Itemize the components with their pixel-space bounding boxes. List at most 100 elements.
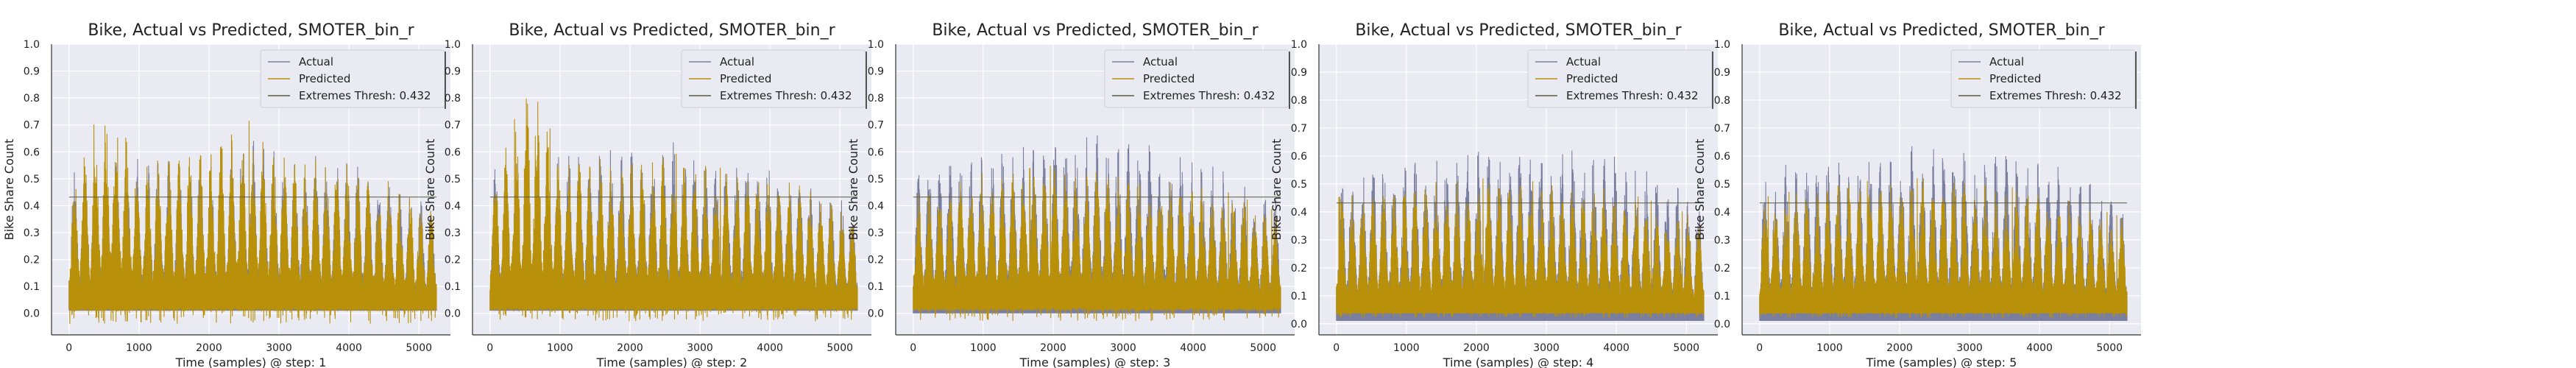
- x-axis-label: Time (samples) @ step: 3: [1019, 355, 1171, 368]
- y-tick-label: 0.8: [1291, 95, 1307, 107]
- legend-entry: Actual: [299, 55, 333, 68]
- x-tick-label: 4000: [757, 342, 783, 354]
- series-predicted-line: [1336, 178, 1705, 319]
- legend-entry: Extremes Thresh: 0.432: [720, 89, 852, 102]
- y-tick-label: 0.8: [24, 93, 40, 105]
- y-tick-label: 0.3: [1714, 235, 1730, 247]
- chart-title: Bike, Actual vs Predicted, SMOTER_bin_r: [1778, 21, 2105, 40]
- legend-entry: Actual: [720, 55, 754, 68]
- x-tick-label: 3000: [1533, 342, 1560, 354]
- y-tick-label: 0.9: [445, 66, 461, 78]
- x-tick-label: 2000: [617, 342, 643, 354]
- chart-panel: 0 1000 2000 3000 4000 5000 0.0 0.1 0.2 0.3 0.4 0.5 0…: [1267, 0, 1738, 368]
- legend-entry: Actual: [1566, 55, 1601, 68]
- y-tick-label: 0.5: [868, 174, 884, 185]
- y-tick-label: 0.9: [1291, 67, 1307, 79]
- chart-title: Bike, Actual vs Predicted, SMOTER_bin_r: [1355, 21, 1682, 40]
- x-tick-label: 5000: [1250, 342, 1276, 354]
- x-tick-label: 0: [66, 342, 72, 354]
- y-tick-label: 0.2: [1714, 263, 1730, 275]
- x-tick-label: 5000: [827, 342, 853, 354]
- x-axis-label: Time (samples) @ step: 2: [596, 355, 748, 368]
- legend-shadow: [866, 52, 867, 109]
- x-axis-label: Time (samples) @ step: 5: [1866, 355, 2017, 368]
- x-tick-label: 2000: [1040, 342, 1066, 354]
- y-tick-label: 0.4: [868, 200, 884, 212]
- chart-svg: 0 1000 2000 3000 4000 5000 0.0 0.1 0.2 0.3 0.4 0.5 0…: [846, 21, 1295, 368]
- data-layer: [68, 121, 437, 325]
- legend-entry: Extremes Thresh: 0.432: [1566, 89, 1699, 102]
- legend: Actual Predicted Extremes Thresh: 0.432: [1950, 49, 2137, 109]
- legend-entry: Extremes Thresh: 0.432: [1989, 89, 2122, 102]
- y-tick-label: 0.9: [24, 66, 40, 78]
- chart-svg: 0 1000 2000 3000 4000 5000 0.0 0.1 0.2 0.3 0.4 0.5 0…: [423, 21, 871, 368]
- y-tick-label: 0.9: [868, 66, 884, 78]
- y-tick-label: 0.7: [1291, 123, 1307, 135]
- y-tick-label: 0.4: [24, 200, 40, 212]
- legend: Actual Predicted Extremes Thresh: 0.432: [260, 49, 446, 109]
- chart-svg: 0 1000 2000 3000 4000 5000 0.0 0.1 0.2 0.3 0.4 0.5 0…: [1270, 21, 1718, 368]
- chart-svg: 0 1000 2000 3000 4000 5000 0.0 0.1 0.2 0.3 0.4 0.5 0…: [1693, 21, 2141, 368]
- x-tick-label: 2000: [1886, 342, 1913, 354]
- chart-title: Bike, Actual vs Predicted, SMOTER_bin_r: [88, 21, 414, 40]
- y-tick-label: 0.2: [445, 255, 461, 266]
- y-tick-label: 0.3: [24, 227, 40, 239]
- y-tick-label: 0.0: [1714, 319, 1730, 330]
- legend-entry: Predicted: [1566, 72, 1618, 85]
- y-tick-label: 0.3: [445, 227, 461, 239]
- y-tick-label: 0.5: [1714, 179, 1730, 191]
- y-tick-label: 1.0: [1291, 39, 1307, 51]
- y-tick-label: 0.8: [445, 93, 461, 105]
- data-layer: [913, 135, 1281, 322]
- x-tick-label: 3000: [1110, 342, 1136, 354]
- y-tick-label: 0.0: [445, 308, 461, 320]
- x-tick-label: 0: [486, 342, 493, 354]
- legend-shadow: [1289, 52, 1290, 109]
- x-tick-label: 4000: [1603, 342, 1630, 354]
- y-tick-label: 0.1: [445, 281, 461, 293]
- x-tick-label: 0: [910, 342, 916, 354]
- x-tick-label: 1000: [970, 342, 997, 354]
- legend-entry: Extremes Thresh: 0.432: [299, 89, 431, 102]
- x-tick-label: 4000: [1180, 342, 1206, 354]
- x-tick-label: 1000: [126, 342, 152, 354]
- legend-shadow: [2135, 52, 2137, 109]
- x-tick-label: 1000: [547, 342, 573, 354]
- x-tick-label: 4000: [336, 342, 362, 354]
- chart-title: Bike, Actual vs Predicted, SMOTER_bin_r: [509, 21, 835, 40]
- y-tick-label: 0.5: [1291, 179, 1307, 191]
- legend: Actual Predicted Extremes Thresh: 0.432: [1527, 49, 1713, 109]
- y-tick-label: 0.6: [24, 146, 40, 158]
- x-axis-label: Time (samples) @ step: 1: [175, 355, 327, 368]
- legend: Actual Predicted Extremes Thresh: 0.432: [681, 49, 867, 109]
- y-tick-label: 0.6: [1714, 151, 1730, 163]
- y-tick-label: 0.1: [24, 281, 40, 293]
- y-tick-label: 1.0: [24, 39, 40, 51]
- series-predicted-line: [913, 165, 1281, 322]
- x-tick-label: 3000: [1956, 342, 1983, 354]
- y-tick-label: 0.2: [1291, 263, 1307, 275]
- data-layer: [1336, 150, 1705, 322]
- y-tick-label: 0.6: [1291, 151, 1307, 163]
- y-tick-label: 0.1: [868, 281, 884, 293]
- legend-entry: Predicted: [1143, 72, 1195, 85]
- y-tick-label: 0.0: [24, 308, 40, 320]
- chart-panel: 0 1000 2000 3000 4000 5000 0.0 0.1 0.2 0.3 0.4 0.5 0…: [1691, 0, 2162, 368]
- x-tick-label: 5000: [2096, 342, 2123, 354]
- x-tick-label: 1000: [1816, 342, 1843, 354]
- y-tick-label: 0.8: [868, 93, 884, 105]
- chart-panel: 0 1000 2000 3000 4000 5000 0.0 0.1 0.2 0.3 0.4 0.5 0…: [844, 0, 1315, 368]
- x-tick-label: 2000: [196, 342, 222, 354]
- legend-shadow: [1712, 52, 1713, 109]
- y-tick-label: 0.9: [1714, 67, 1730, 79]
- y-tick-label: 0.6: [868, 146, 884, 158]
- y-tick-label: 0.7: [868, 120, 884, 132]
- legend-shadow: [445, 52, 446, 109]
- series-predicted-line: [1759, 178, 2128, 319]
- y-tick-label: 0.3: [1291, 235, 1307, 247]
- y-tick-label: 0.8: [1714, 95, 1730, 107]
- y-axis-label: Bike Share Count: [846, 139, 860, 241]
- y-tick-label: 0.5: [24, 174, 40, 185]
- y-tick-label: 0.3: [868, 227, 884, 239]
